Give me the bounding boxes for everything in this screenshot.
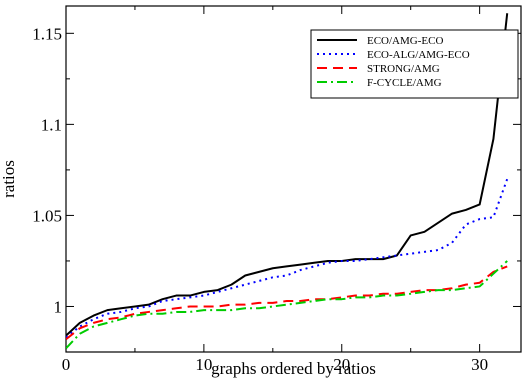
y-tick-label: 1.05	[32, 206, 62, 225]
y-tick-label: 1	[54, 297, 63, 316]
y-axis-label: ratios	[0, 160, 18, 198]
x-tick-label: 10	[195, 355, 212, 374]
legend-label: ECO/AMG-ECO	[367, 35, 443, 47]
plot-area-frame	[65, 5, 522, 353]
series-line-4	[66, 260, 508, 350]
x-tick-label: 0	[62, 355, 71, 374]
legend: ECO/AMG-ECO ECO-ALG/AMG-ECO STRONG/AMG F-CY…	[310, 29, 519, 99]
series-line-3	[66, 265, 508, 341]
legend-box	[310, 29, 519, 99]
y-tick-label: 1.15	[32, 24, 62, 43]
series-line-1	[66, 13, 509, 337]
x-axis-label: graphs ordered by ratios	[211, 359, 376, 378]
legend-label: F-CYCLE/AMG	[367, 77, 442, 89]
y-tick-label: 1.1	[41, 115, 62, 134]
legend-label: ECO-ALG/AMG-ECO	[367, 49, 470, 61]
x-tick-label: 20	[333, 355, 350, 374]
legend-label: STRONG/AMG	[367, 63, 440, 75]
axis-ticks: 0 10 20 30 1 1.05 1.1 1.15	[32, 6, 521, 374]
x-tick-label: 30	[471, 355, 488, 374]
series-layer	[66, 13, 509, 350]
